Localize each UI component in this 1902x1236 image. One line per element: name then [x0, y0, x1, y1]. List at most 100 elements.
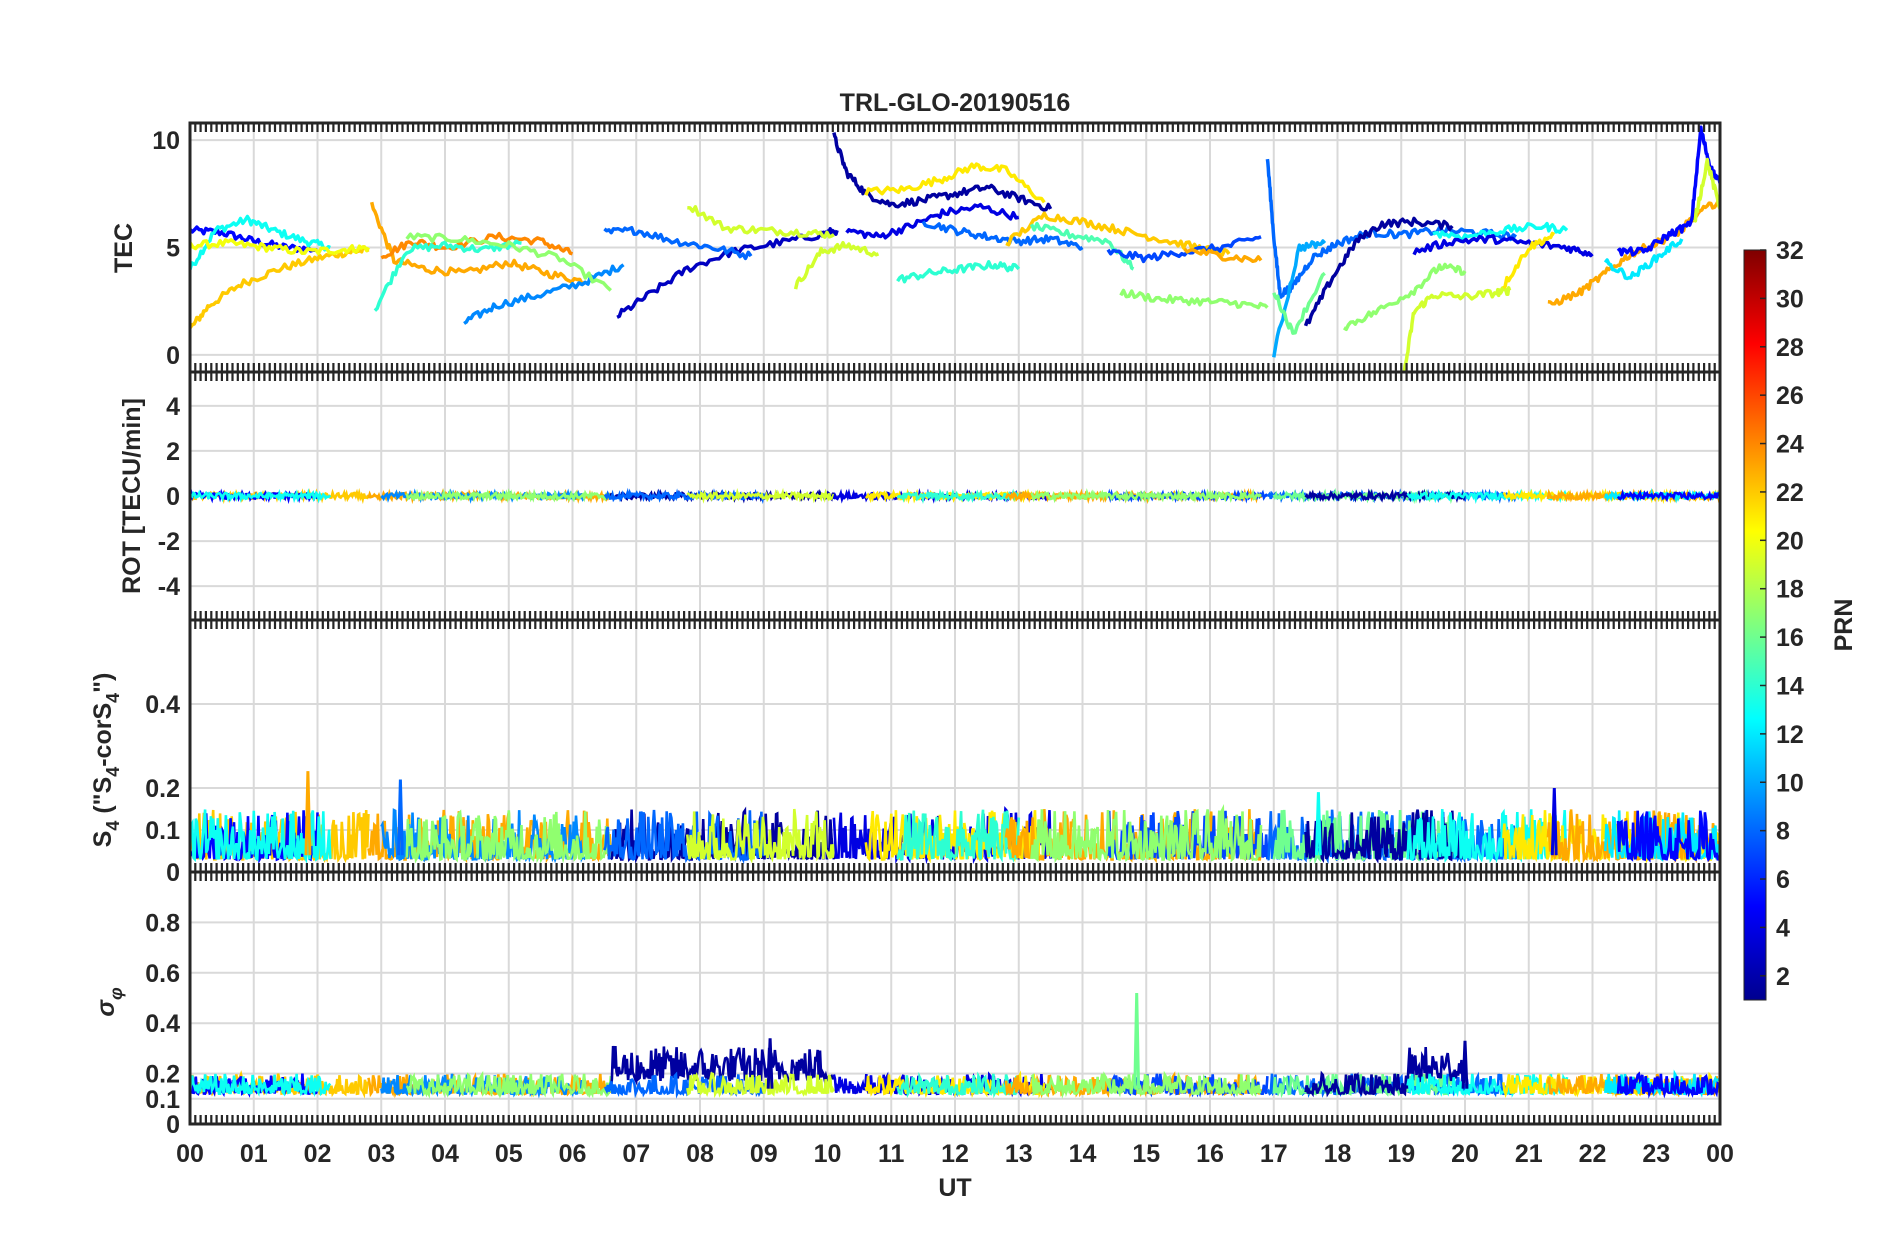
tec-series-line: [603, 225, 753, 261]
x-tick-label: 00: [1706, 1140, 1734, 1168]
tec-series-line: [1412, 234, 1594, 258]
colorbar-tick-label: 4: [1776, 914, 1790, 942]
rot-series-line: [686, 487, 836, 504]
s4-peak: [1315, 792, 1322, 856]
colorbar-tick-label: 14: [1776, 672, 1804, 700]
y-tick-label: 0: [166, 1111, 180, 1139]
tec-series-line: [845, 202, 1020, 240]
rot-series-line: [190, 488, 332, 504]
tec-series-line: [1603, 238, 1684, 281]
x-tick-label: 07: [622, 1140, 650, 1168]
colorbar-tick-label: 22: [1776, 479, 1804, 507]
y-tick-label: 4: [166, 393, 180, 421]
x-tick-label: 21: [1515, 1140, 1543, 1168]
tec-series-line: [190, 214, 331, 271]
rot-series-line: [896, 488, 1021, 505]
s4-peak: [1550, 787, 1558, 856]
y-tick-label: -4: [158, 573, 180, 601]
tec-series-line: [1272, 271, 1326, 335]
tec-series-line: [1342, 262, 1467, 332]
sigma-peak: [1133, 992, 1141, 1089]
tec-series-line: [373, 239, 522, 312]
s4-series-line: [1406, 808, 1569, 864]
tec-series-line: [832, 132, 1053, 212]
x-tick-label: 05: [495, 1140, 523, 1168]
sigma-series-line: [405, 1070, 613, 1099]
tec-series-line: [1183, 247, 1263, 264]
colorbar-tick-label: 8: [1776, 818, 1790, 846]
sigma-series-line: [896, 1071, 1020, 1099]
tec-ylabel: TEC: [110, 223, 138, 273]
x-tick-label: 04: [431, 1140, 459, 1168]
colorbar-tick-label: 12: [1776, 721, 1804, 749]
colorbar-tick-label: 30: [1776, 285, 1804, 313]
y-tick-label: 2: [166, 438, 180, 466]
tec-series-line: [616, 227, 839, 319]
rot-series-group: [190, 487, 1720, 505]
tec-series-line: [1265, 158, 1517, 299]
sigma-series-line: [1406, 1073, 1569, 1098]
x-tick-label: 02: [304, 1140, 332, 1168]
x-axis-label: UT: [938, 1174, 971, 1202]
sigma-series-line: [1616, 1071, 1720, 1099]
tec-series-line: [896, 260, 1021, 284]
x-tick-label: 01: [240, 1140, 268, 1168]
tec-series-group: [190, 125, 1720, 372]
y-tick-label: 0.2: [145, 1061, 180, 1089]
tec-series-line: [1119, 288, 1269, 310]
tec-series-line: [1693, 157, 1720, 223]
tec-series-line: [190, 238, 371, 256]
tec-series-line: [1272, 239, 1327, 358]
axis-ticks: [188, 123, 1722, 1124]
chart-title: TRL-GLO-20190516: [840, 89, 1071, 117]
s4-series-line: [603, 809, 766, 865]
s4-ylabel: S4 ("S4-corS4"): [89, 673, 123, 848]
tec-series-line: [463, 263, 625, 325]
y-tick-label: 0.4: [145, 691, 180, 719]
sigma-series-line: [686, 1071, 836, 1099]
s4-series-line: [1030, 804, 1263, 864]
y-tick-label: 0.4: [145, 1010, 180, 1038]
s4-series-line: [896, 809, 1021, 863]
tec-series-line: [1432, 221, 1569, 242]
x-tick-label: 17: [1260, 1140, 1288, 1168]
x-tick-label: 15: [1132, 1140, 1160, 1168]
tec-series-line: [1502, 231, 1556, 290]
colorbar-tick-label: 18: [1776, 576, 1804, 604]
s4-x-ticks: [188, 620, 1722, 872]
x-tick-label: 10: [814, 1140, 842, 1168]
x-tick-label: 09: [750, 1140, 778, 1168]
x-tick-label: 00: [176, 1140, 204, 1168]
tec-series-line: [1106, 235, 1262, 264]
colorbar-tick-label: 26: [1776, 382, 1804, 410]
s4-series-line: [686, 808, 836, 864]
rot-series-line: [405, 488, 612, 504]
x-tick-label: 14: [1069, 1140, 1097, 1168]
sigma-peak: [1461, 1040, 1469, 1089]
sigma-series-line: [190, 1070, 369, 1099]
colorbar-tick-label: 20: [1776, 527, 1804, 555]
tec-series-line: [1303, 216, 1454, 327]
x-tick-label: 19: [1387, 1140, 1415, 1168]
y-tick-label: 0.2: [145, 775, 180, 803]
y-tick-label: 0: [166, 342, 180, 370]
colorbar: [1743, 249, 1767, 1001]
tec-series-line: [687, 205, 835, 239]
tec-series-line: [921, 220, 1084, 251]
y-tick-label: 0: [166, 859, 180, 887]
tec-series-line: [864, 162, 1046, 204]
rot-ylabel: ROT [TECU/min]: [118, 398, 146, 594]
tec-series-line: [405, 232, 612, 292]
x-tick-label: 13: [1005, 1140, 1033, 1168]
colorbar-tick-label: 28: [1776, 334, 1804, 362]
colorbar-tick-label: 32: [1776, 237, 1804, 265]
tec-x-ticks: [188, 123, 1722, 372]
y-tick-label: 0.1: [145, 817, 180, 845]
x-tick-label: 16: [1196, 1140, 1224, 1168]
tec-series-line: [1402, 286, 1512, 372]
colorbar-label: PRN: [1830, 599, 1858, 652]
colorbar-tick-label: 24: [1776, 431, 1804, 459]
sigma-series-line: [1030, 1070, 1262, 1099]
colorbar-tick-label: 16: [1776, 624, 1804, 652]
